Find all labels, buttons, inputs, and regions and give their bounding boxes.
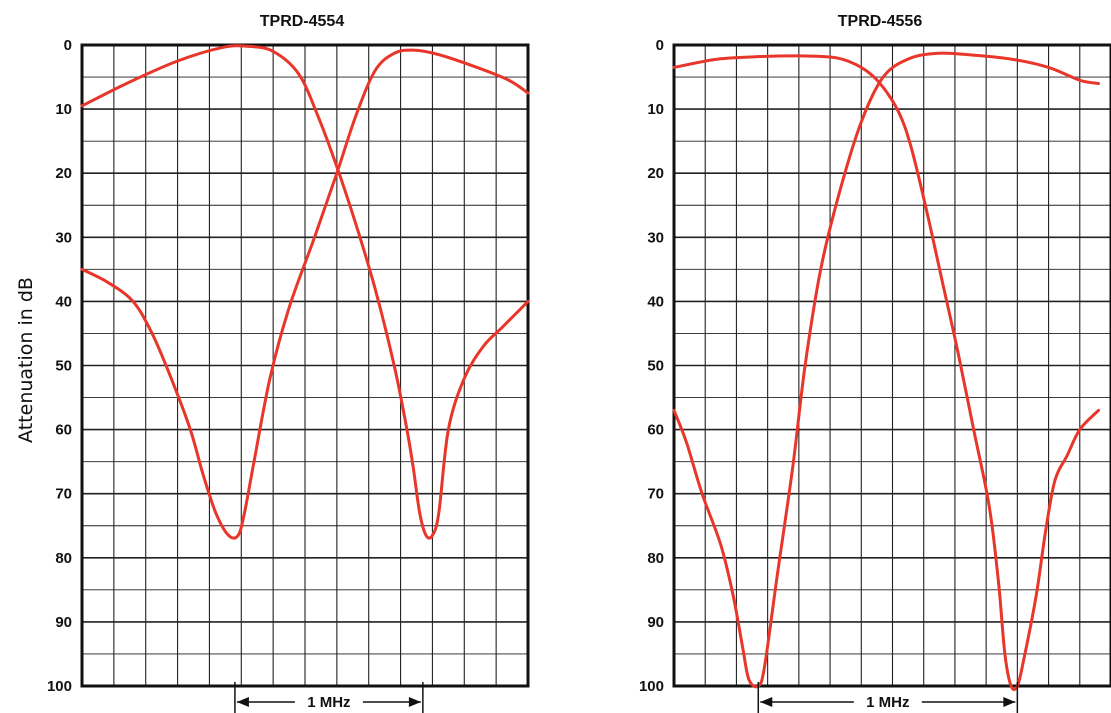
chart-title: TPRD-4554 (260, 13, 345, 30)
attenuation-curve-2 (80, 48, 530, 540)
y-tick-label: 80 (647, 550, 664, 567)
y-tick-label: 80 (55, 550, 72, 567)
plot-frame (672, 43, 1111, 688)
y-tick-label: 60 (647, 422, 664, 439)
y-tick-label: 0 (656, 37, 664, 54)
arrowhead-left-icon (236, 697, 249, 707)
arrowhead-right-icon (1003, 697, 1016, 707)
y-tick-label: 20 (55, 165, 72, 182)
chart-title: TPRD-4556 (838, 13, 923, 30)
y-tick-label: 40 (647, 293, 664, 310)
chart-tprd-4554: TPRD-4554 0 10 20 30 40 50 60 70 80 90 100 1 MHz (47, 13, 530, 713)
y-tick-label: 100 (639, 678, 664, 695)
plot-frame (80, 43, 530, 688)
arrowhead-right-icon (408, 697, 421, 707)
y-axis-label: Attenuation in dB (15, 277, 37, 443)
y-tick-label: 30 (55, 229, 72, 246)
y-tick-label: 70 (55, 486, 72, 503)
annotation-label: 1 MHz (307, 694, 350, 711)
y-tick-label: 100 (47, 678, 72, 695)
y-tick-label: 90 (647, 614, 664, 631)
y-tick-label: 10 (55, 101, 72, 118)
y-tick-label: 50 (55, 358, 72, 375)
y-tick-label: 10 (647, 101, 664, 118)
grid (81, 44, 529, 687)
attenuation-curve-1 (672, 54, 1101, 692)
y-tick-label: 70 (647, 486, 664, 503)
y-tick-label: 40 (55, 293, 72, 310)
arrowhead-left-icon (760, 697, 773, 707)
y-tick-label: 30 (647, 229, 664, 246)
bandwidth-annotation: 1 MHz (234, 682, 424, 713)
attenuation-curve-2 (672, 51, 1101, 689)
annotation-label: 1 MHz (866, 694, 909, 711)
attenuation-curve-1 (80, 44, 530, 540)
y-tick-label: 90 (55, 614, 72, 631)
y-tick-label: 60 (55, 422, 72, 439)
bandwidth-annotation: 1 MHz (757, 682, 1019, 713)
y-tick-label: 0 (64, 37, 72, 54)
chart-tprd-4556: TPRD-4556 0 10 20 30 40 50 60 70 80 90 100 1 MHz (639, 13, 1111, 713)
y-tick-label: 20 (647, 165, 664, 182)
y-tick-label: 50 (647, 358, 664, 375)
grid (673, 44, 1111, 687)
